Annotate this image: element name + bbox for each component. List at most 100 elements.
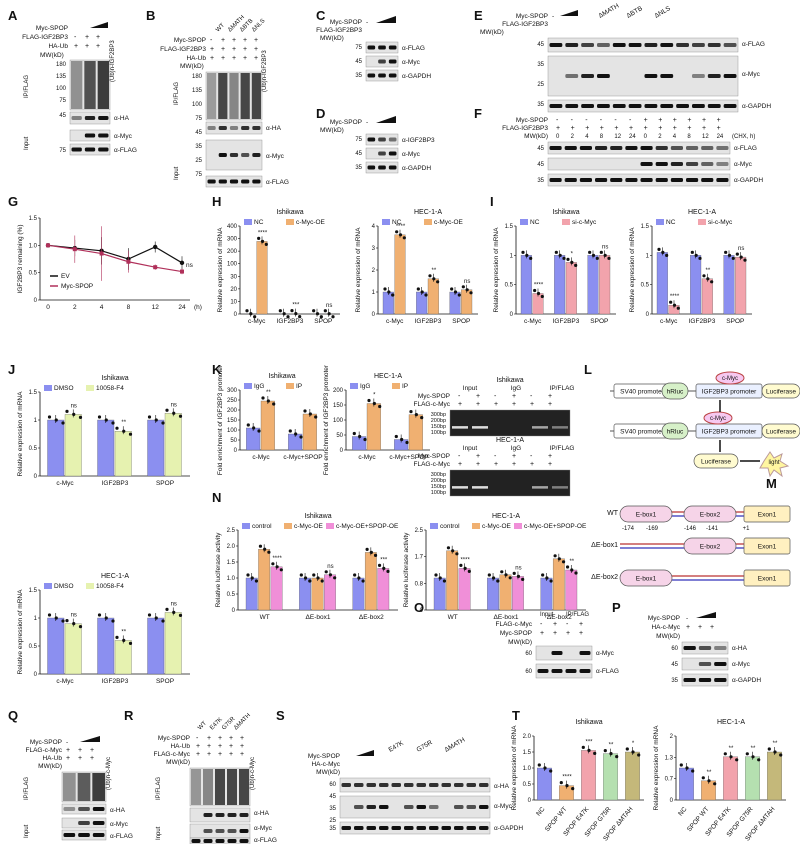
label: + <box>530 401 534 408</box>
data-point <box>153 265 158 270</box>
blot-membrane <box>547 37 739 53</box>
blot <box>69 143 111 156</box>
band <box>670 146 683 150</box>
label: 75 <box>195 172 202 178</box>
blot <box>189 767 251 807</box>
label: 100 <box>56 86 67 92</box>
chart-N1: 0 0.5 1.0 1.5 2.0 2.5 Relative luciferase acti… <box>215 513 399 621</box>
blot <box>547 173 731 187</box>
band <box>628 104 642 108</box>
label: c-Myc <box>722 376 738 382</box>
data-point <box>369 550 373 555</box>
data-point <box>561 560 566 564</box>
data-point <box>161 421 165 425</box>
legend-label: c-Myc-OE <box>296 219 326 226</box>
label: + <box>210 46 214 53</box>
band <box>441 783 451 787</box>
band <box>429 805 439 809</box>
y-tick-label: 10 <box>230 299 237 305</box>
band <box>379 826 389 830</box>
significance-label: ** <box>569 559 574 565</box>
data-point <box>549 579 553 583</box>
label: 45 <box>537 146 544 152</box>
bar <box>565 262 577 315</box>
data-point <box>676 306 680 310</box>
data-point <box>533 288 537 293</box>
data-point <box>271 562 275 566</box>
label: 35 <box>355 165 362 171</box>
label: + <box>207 735 211 742</box>
data-point <box>308 412 312 416</box>
label: + <box>243 55 247 62</box>
y-tick-label: 1 <box>646 253 650 259</box>
band <box>655 178 668 182</box>
label: + <box>702 125 706 132</box>
data-point <box>372 401 376 406</box>
y-tick-label: 0.5 <box>29 644 38 650</box>
data-point <box>603 749 607 753</box>
band <box>227 829 237 833</box>
label: 35 <box>355 73 362 79</box>
data-point <box>557 557 561 561</box>
label: + <box>717 125 721 132</box>
band <box>707 74 721 78</box>
label: 135 <box>56 74 67 80</box>
bar <box>499 574 512 611</box>
chart-title: HEC-1-A <box>717 719 745 726</box>
x-tick-label: SPOP <box>314 318 332 325</box>
band <box>581 74 594 78</box>
band <box>683 678 696 682</box>
label: 8 <box>687 134 691 140</box>
bar <box>299 577 311 611</box>
label: 300bp <box>431 472 446 478</box>
legend-swatch <box>286 383 294 389</box>
data-point <box>707 779 711 783</box>
label: α-Myc <box>114 133 133 140</box>
band <box>537 669 549 673</box>
label: + <box>673 117 677 124</box>
label: + <box>548 461 552 468</box>
label: -169 <box>646 526 659 532</box>
band <box>644 104 658 108</box>
gel-band <box>472 426 488 429</box>
chart-J2: 0 0.5 1 1.5 Relative expression of mRNA HEC-1… <box>17 573 190 685</box>
band <box>716 146 729 150</box>
x-tick-label: c-Myc <box>660 318 678 325</box>
y-tick-label: 4 <box>372 224 376 230</box>
y-tick-label: 50 <box>336 433 343 439</box>
y-tick-label: 300 <box>227 388 238 394</box>
label: E47K <box>209 717 224 732</box>
bar <box>565 569 578 611</box>
data-point <box>115 635 119 640</box>
band <box>565 104 579 108</box>
data-point <box>463 566 467 571</box>
chart-title: Ishikawa <box>575 719 602 726</box>
significance-label: **** <box>670 294 680 300</box>
data-point <box>111 619 115 623</box>
band <box>723 43 737 47</box>
band <box>378 165 386 170</box>
significance-label: *** <box>292 303 300 309</box>
band <box>565 74 579 78</box>
data-point <box>333 576 337 580</box>
significance-label: ns <box>326 303 332 309</box>
y-axis-label: Relative expression of mRNA <box>511 725 518 811</box>
label: (CHX, h) <box>732 134 755 140</box>
y-tick-label: 0 <box>34 298 38 304</box>
label: MW(kD) <box>38 763 62 770</box>
blot <box>365 55 399 68</box>
label: + <box>585 125 589 132</box>
bar <box>245 577 258 611</box>
gel-band <box>552 426 568 429</box>
x-tick-label: c-Myc <box>386 318 404 325</box>
label: 12 <box>614 134 621 140</box>
chart-title: HEC-1-A <box>414 209 442 216</box>
y-tick-label: 1.5 <box>29 588 38 594</box>
data-point <box>424 293 428 297</box>
y-tick-label: 0 <box>510 312 514 318</box>
data-point <box>565 565 570 569</box>
label: α-Myc <box>596 650 615 657</box>
blot <box>69 59 111 111</box>
y-tick-label: 1.0 <box>227 576 236 582</box>
label: Input <box>463 385 478 392</box>
